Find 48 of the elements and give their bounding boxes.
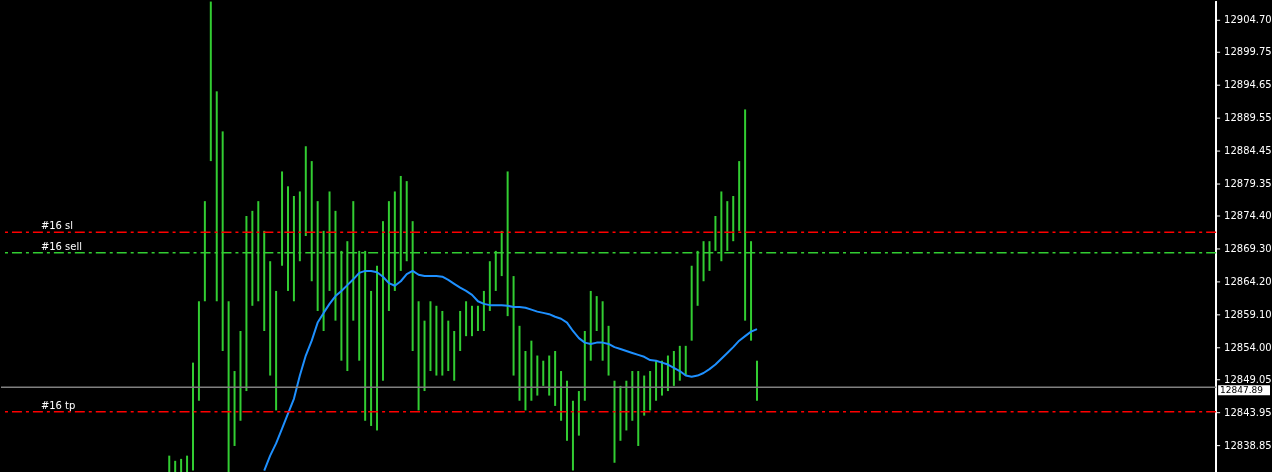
- bar: [619, 385, 622, 441]
- bar: [435, 305, 438, 376]
- bar: [577, 391, 580, 436]
- bar: [672, 351, 675, 386]
- ref-line-label: #16 tp: [40, 399, 76, 411]
- ref-line-label: #16 sell: [40, 240, 82, 252]
- y-tick-label: 12854.00: [1224, 341, 1272, 353]
- bar: [304, 146, 307, 237]
- y-tick-label: 12864.20: [1224, 275, 1272, 287]
- y-tick-label: 12849.05: [1224, 373, 1272, 385]
- y-tick-label: 12838.85: [1224, 439, 1272, 451]
- bar: [180, 458, 183, 472]
- bar: [583, 330, 586, 401]
- y-tick-label: 12894.65: [1224, 79, 1272, 91]
- y-tick-label: 12843.95: [1224, 406, 1272, 418]
- y-tick-label: 12899.75: [1224, 46, 1272, 58]
- y-tick-label: 12889.55: [1224, 112, 1272, 124]
- y-tick-label: 12874.40: [1224, 210, 1272, 221]
- bar: [471, 305, 474, 337]
- bar: [417, 301, 420, 411]
- ref-line-label: 12847.89: [1220, 385, 1264, 396]
- bar: [524, 351, 527, 411]
- bar: [690, 265, 693, 341]
- bar: [275, 290, 278, 411]
- y-tick-label: 12869.30: [1224, 242, 1272, 254]
- bar: [453, 330, 456, 381]
- bar: [542, 360, 545, 386]
- y-tick-label: 12879.35: [1224, 178, 1272, 190]
- bar: [631, 371, 634, 421]
- bar: [233, 371, 236, 446]
- bar: [560, 371, 563, 421]
- bar: [269, 261, 272, 376]
- bar: [655, 360, 658, 401]
- bar: [429, 301, 432, 372]
- bar: [595, 296, 598, 331]
- bar: [601, 301, 604, 361]
- bar: [649, 371, 652, 411]
- ref-line-label: #16 sl: [40, 220, 74, 232]
- y-tick-label: 12884.45: [1224, 145, 1272, 157]
- bar: [566, 380, 569, 441]
- bar: [197, 301, 200, 401]
- bar: [684, 345, 687, 376]
- bar: [376, 265, 379, 431]
- bar: [488, 261, 491, 311]
- y-tick-label: 12904.70: [1224, 14, 1272, 26]
- y-tick-label: 12859.10: [1224, 308, 1272, 320]
- bar: [637, 371, 640, 446]
- line-series: [263, 269, 758, 472]
